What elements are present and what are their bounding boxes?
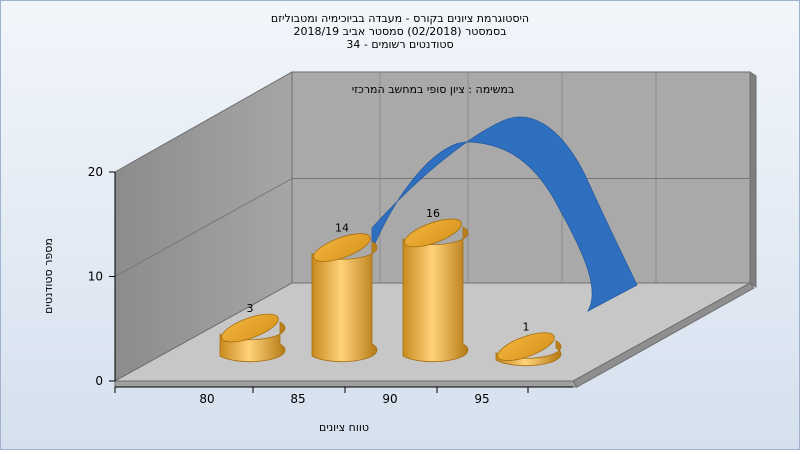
y-tick-label: 0 <box>95 374 103 388</box>
x-axis-title: טווח ציונים <box>319 421 369 434</box>
bar-data-label: 1 <box>523 321 530 334</box>
bars-layer: 3 14 16 1 <box>219 207 562 367</box>
y-tick-label: 10 <box>88 270 103 284</box>
bar-data-label: 3 <box>247 302 254 315</box>
bar-cap <box>313 233 371 262</box>
bar-data-label: 14 <box>335 222 349 235</box>
bar-cap <box>404 218 462 248</box>
axis-layer: 0 10 20 80 85 90 95 <box>88 165 573 406</box>
bar: 16 <box>402 207 469 363</box>
x-tick-label: 95 <box>474 392 489 406</box>
y-axis-title: מספר סטודנטים <box>42 238 55 314</box>
chart-title-line-1: היסטוגרמת ציונים בקורס - מעבדה בביוכימיה… <box>271 12 529 25</box>
bar-cap <box>497 332 555 361</box>
back-wall-grid <box>292 72 750 283</box>
x-tick-label: 90 <box>382 392 397 406</box>
distribution-curve <box>371 116 638 312</box>
chart-back-wall <box>291 71 751 284</box>
chart-title-line-3: סטודנטים רשומים - 34 <box>346 38 453 51</box>
chart-back-wall-edge <box>749 71 757 288</box>
x-tick-label: 80 <box>199 392 214 406</box>
chart-title-line-2: בסמסטר (02/2018) סמסטר אביב 2018/19 <box>293 25 506 38</box>
y-tick-label: 20 <box>88 165 103 179</box>
left-wall-gridline <box>114 178 293 277</box>
chart-subtitle: במשימה : ציון סופי במחשב המרכזי <box>352 83 515 96</box>
bar-cap <box>221 313 279 343</box>
bar: 14 <box>311 222 378 363</box>
bar: 1 <box>495 321 562 367</box>
x-tick-label: 85 <box>290 392 305 406</box>
chart-floor-front <box>114 380 578 388</box>
left-wall-grid <box>114 178 293 277</box>
bar-data-label: 16 <box>426 207 440 220</box>
bar: 3 <box>219 302 286 363</box>
